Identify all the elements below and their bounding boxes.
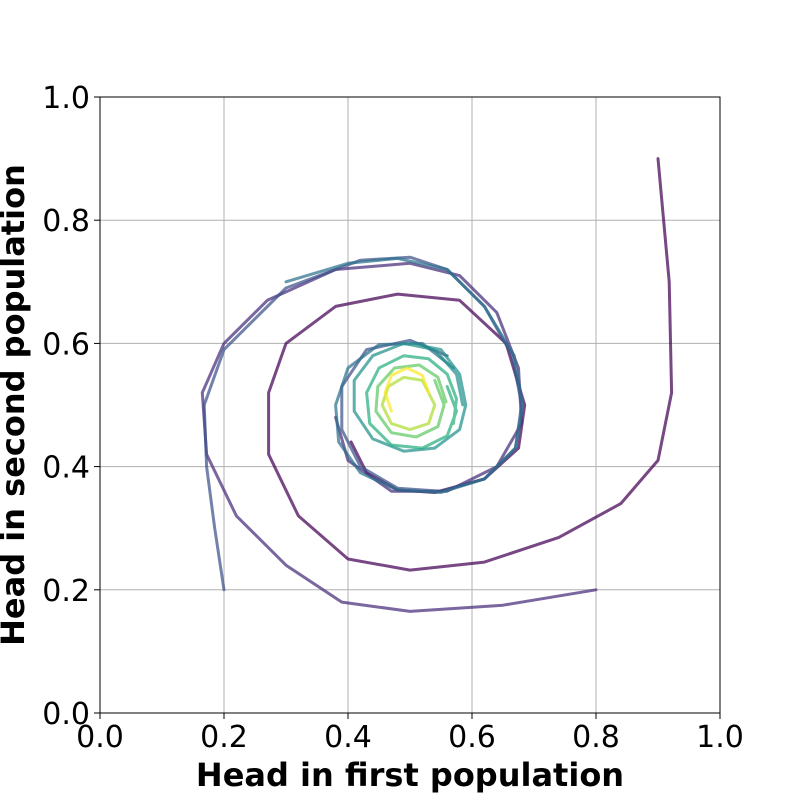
y-axis-label: Head in second population bbox=[0, 164, 32, 646]
x-tick-label: 0.6 bbox=[448, 720, 496, 755]
trajectory-line-8 bbox=[380, 375, 437, 432]
x-axis-label: Head in first population bbox=[196, 756, 624, 794]
y-ticks: 0.0 0.2 0.4 0.6 0.8 1.0 bbox=[42, 81, 100, 732]
trajectory-line-9 bbox=[383, 366, 431, 413]
trajectory-line-4 bbox=[284, 256, 525, 494]
trajectory-line-3 bbox=[202, 255, 524, 592]
x-tick-label: 0.4 bbox=[324, 720, 372, 755]
y-tick-label: 1.0 bbox=[42, 81, 90, 116]
trajectory-line-7 bbox=[374, 363, 448, 439]
x-tick-label: 1.0 bbox=[696, 720, 744, 755]
trajectory-line-5 bbox=[352, 341, 468, 453]
x-tick-label: 0.8 bbox=[572, 720, 620, 755]
grid bbox=[99, 96, 721, 714]
x-tick-label: 0.2 bbox=[200, 720, 248, 755]
y-tick-label: 0.2 bbox=[42, 574, 90, 609]
y-tick-label: 0.6 bbox=[42, 327, 90, 362]
y-tick-label: 0.8 bbox=[42, 204, 90, 239]
y-tick-label: 0.0 bbox=[42, 697, 90, 732]
y-tick-label: 0.4 bbox=[42, 451, 90, 486]
trajectory-line-6 bbox=[365, 354, 458, 450]
plot-frame bbox=[99, 96, 721, 714]
x-tick-label: 0.0 bbox=[76, 720, 124, 755]
x-ticks: 0.0 0.2 0.4 0.6 0.8 1.0 bbox=[76, 713, 744, 755]
trajectory-line-2 bbox=[200, 261, 598, 613]
series-group bbox=[200, 157, 674, 613]
